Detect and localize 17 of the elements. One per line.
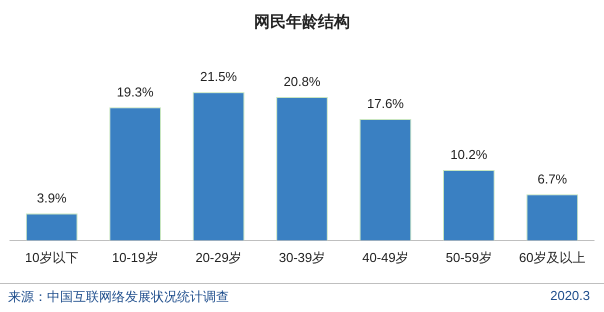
x-tick-label: 10岁以下 — [24, 250, 78, 265]
data-label: 3.9% — [36, 190, 67, 206]
x-tick-label: 20-29岁 — [195, 250, 242, 265]
x-tick-label: 30-39岁 — [278, 250, 326, 265]
x-tick-label: 10-19岁 — [112, 250, 158, 265]
data-label: 21.5% — [200, 69, 238, 84]
data-label: 10.2% — [450, 147, 488, 162]
source-note: 来源：中国互联网络发展状况统计调查 — [8, 288, 229, 306]
data-label: 20.8% — [284, 74, 321, 90]
data-label: 6.7% — [537, 171, 568, 186]
text: 2020.3 — [550, 288, 590, 303]
x-tick-label: 50-59岁 — [446, 250, 492, 265]
x-tick-label: 60岁及以上 — [519, 250, 586, 265]
chart-title: 网民年龄结构 — [253, 12, 351, 33]
data-label: 19.3% — [116, 84, 154, 100]
data-label: 17.6% — [366, 96, 404, 112]
x-tick-label: 40-49岁 — [362, 250, 409, 265]
